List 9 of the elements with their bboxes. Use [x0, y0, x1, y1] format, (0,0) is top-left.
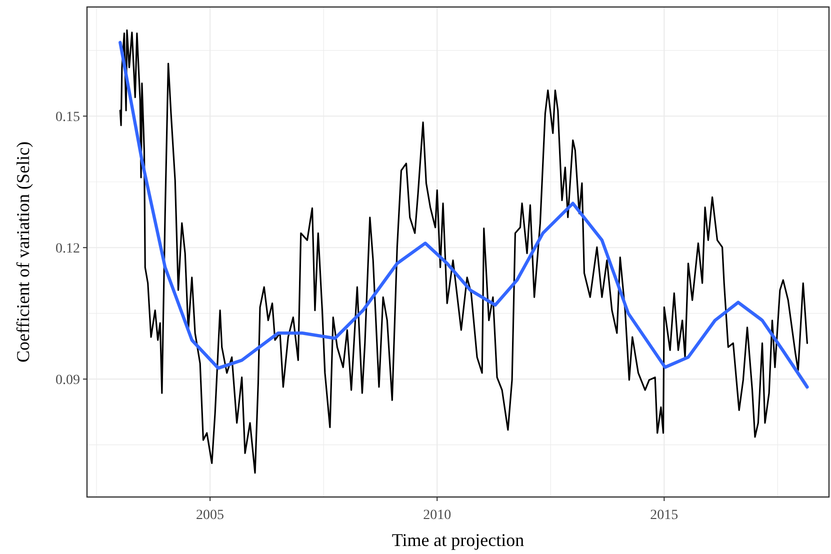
- x-tick-label: 2015: [650, 508, 678, 523]
- y-tick-label: 0.15: [56, 110, 80, 126]
- x-axis-title: Time at projection: [392, 530, 524, 550]
- line-series: [119, 29, 808, 474]
- y-tick-label: 0.12: [56, 242, 80, 257]
- x-tick-label: 2010: [423, 508, 452, 523]
- y-tick-label: 0.09: [56, 373, 80, 388]
- y-axis-title: Coefficient of variation (Selic): [13, 141, 33, 363]
- x-tick-label: 2005: [196, 508, 224, 523]
